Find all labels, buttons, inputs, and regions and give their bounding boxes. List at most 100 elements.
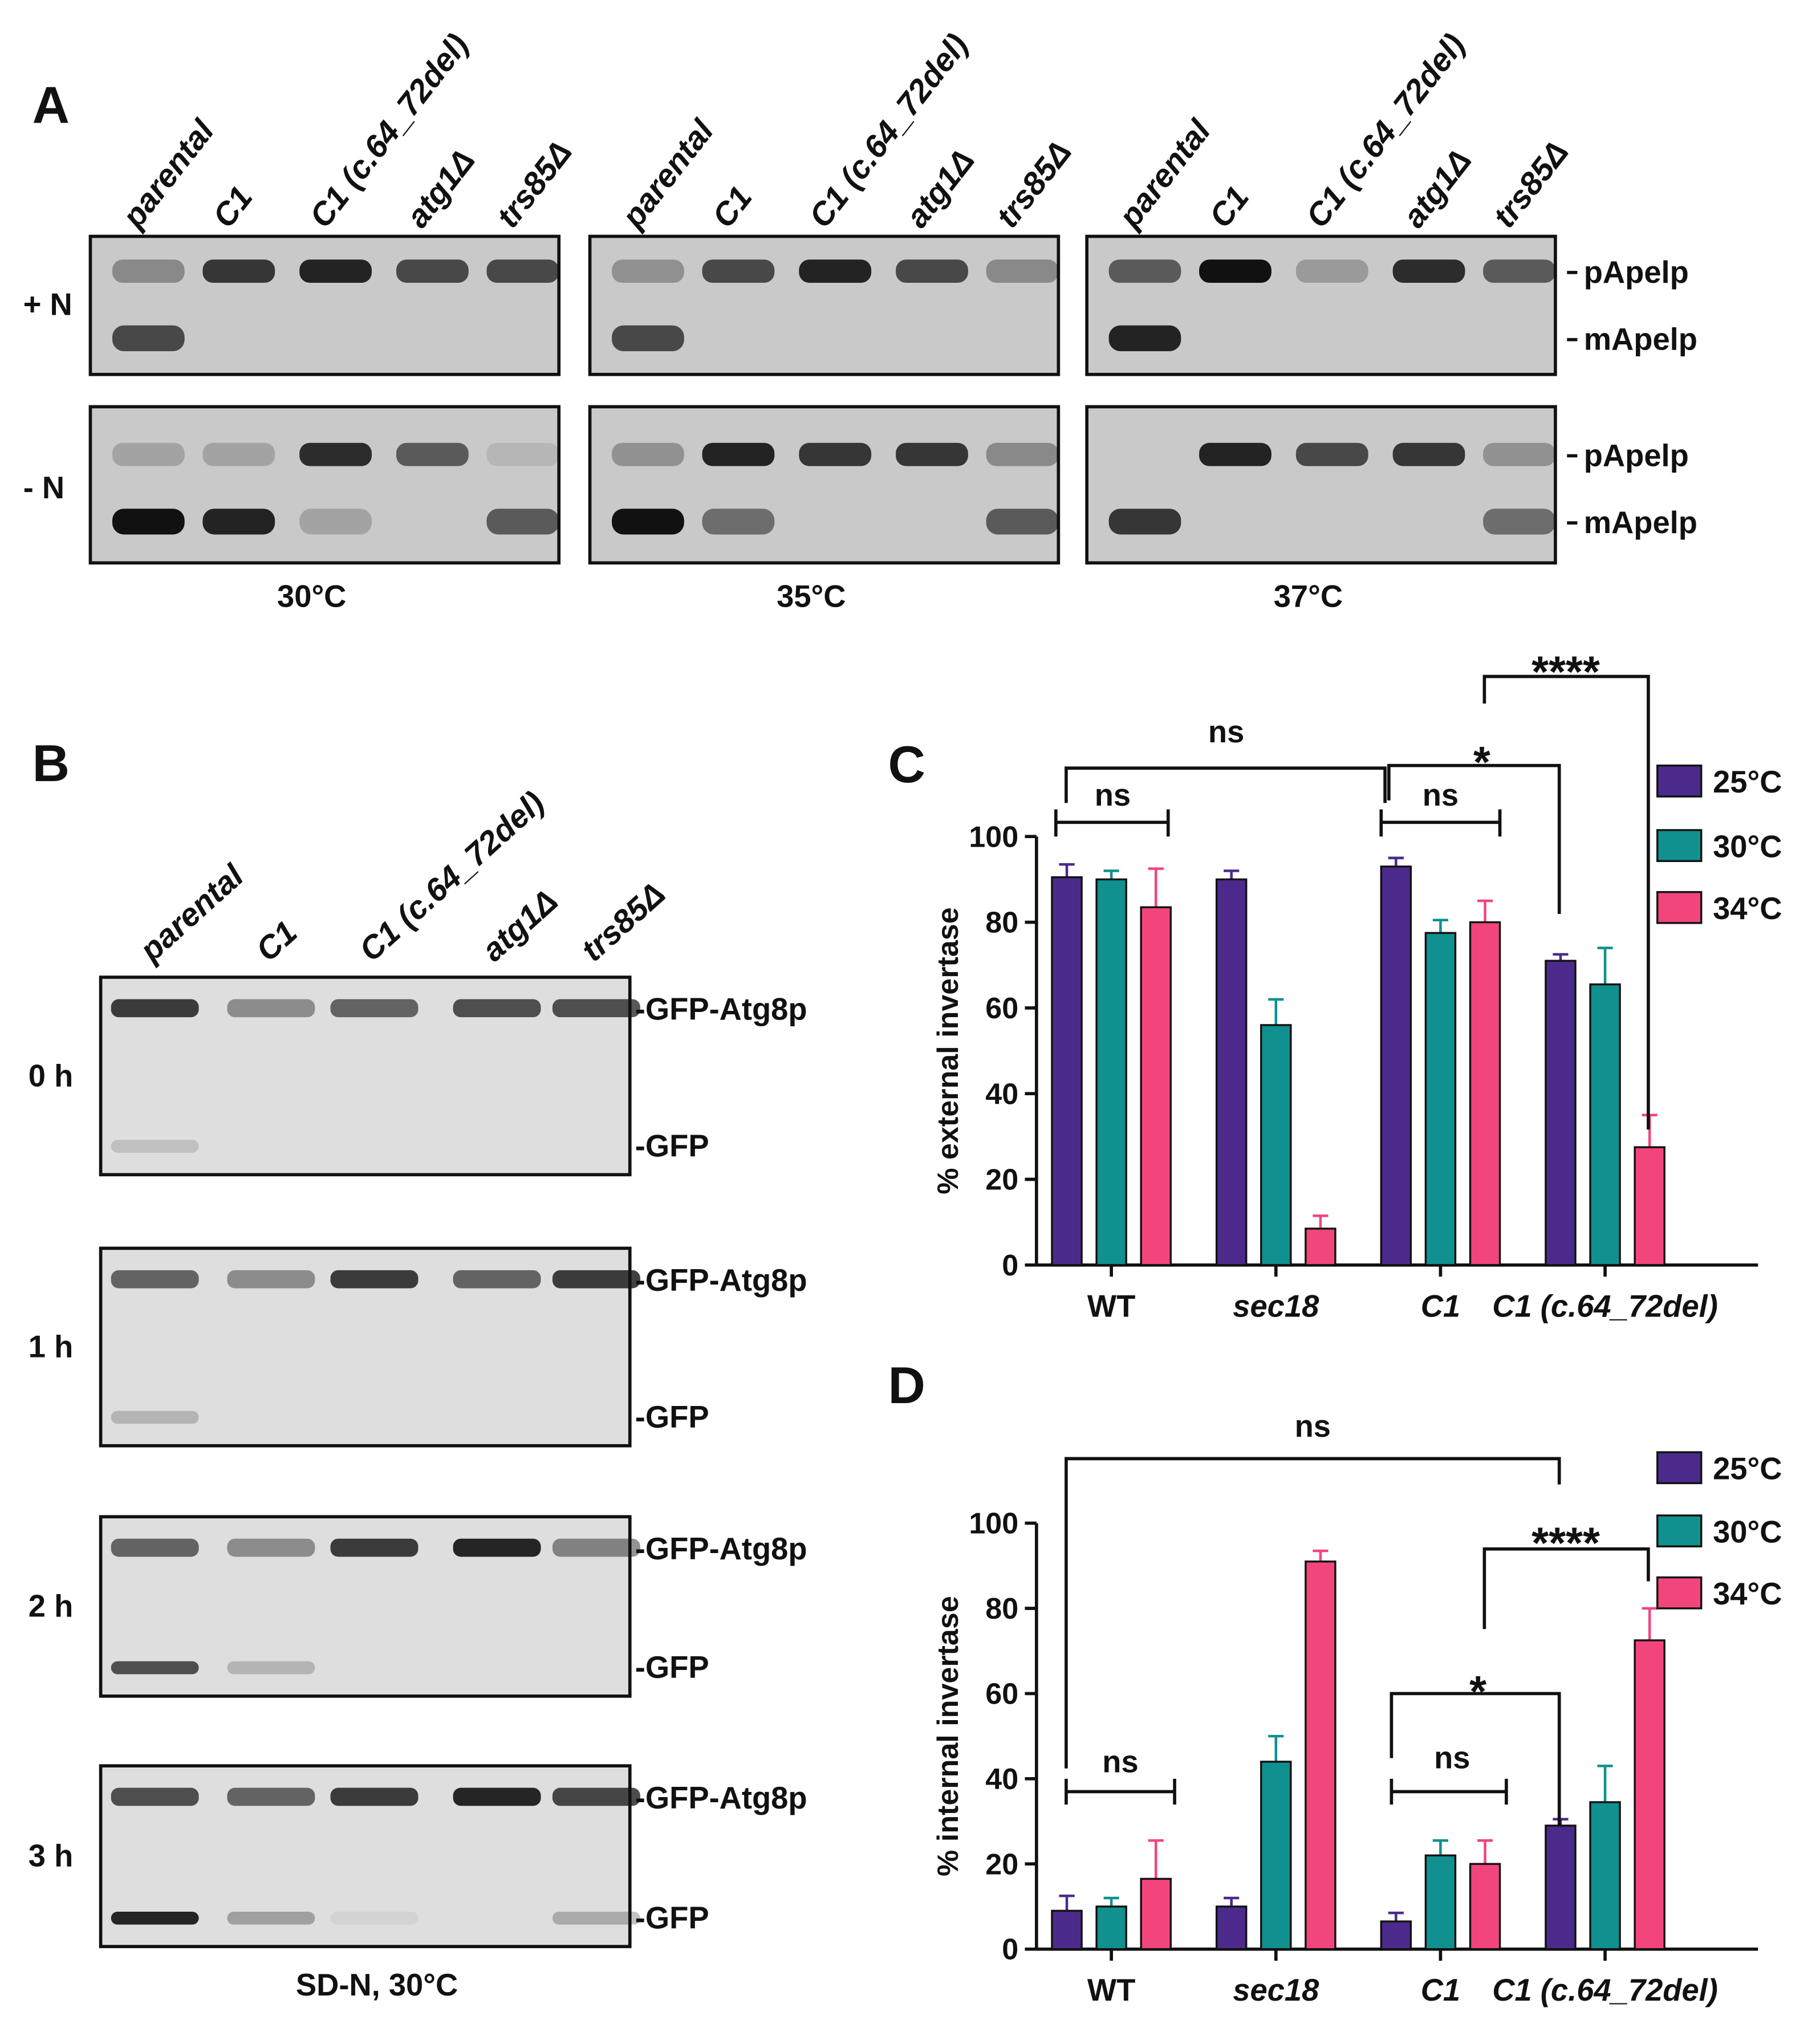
legend-label: 30°C <box>1713 1515 1782 1550</box>
band <box>986 259 1059 283</box>
lane-label: parental <box>115 112 221 235</box>
legend-swatch <box>1656 1576 1703 1610</box>
significance-label: **** <box>1531 1519 1600 1568</box>
legend-swatch <box>1656 891 1703 924</box>
band-label: -GFP <box>635 1400 709 1434</box>
bar <box>1380 865 1412 1266</box>
temperature-label: 30°C <box>277 579 346 613</box>
y-tick-label: 20 <box>985 1164 1018 1197</box>
band <box>111 1911 199 1925</box>
band-label: mApelp <box>1584 322 1697 357</box>
bar <box>1424 1854 1457 1950</box>
temperature-label: 37°C <box>1274 579 1343 613</box>
band <box>112 259 185 283</box>
band <box>1483 442 1555 466</box>
bar <box>1545 960 1577 1266</box>
band <box>396 259 469 283</box>
y-tick-label: 0 <box>1002 1249 1018 1282</box>
band <box>111 1538 199 1557</box>
y-tick-label: 100 <box>969 1507 1018 1541</box>
band-label: -GFP <box>635 1650 709 1685</box>
y-tick-label: 80 <box>985 907 1018 940</box>
band-label: pApelp <box>1584 438 1689 473</box>
band-label: mApelp <box>1584 505 1697 540</box>
legend-label: 25°C <box>1713 765 1782 799</box>
band <box>1199 442 1271 466</box>
bar <box>1095 878 1127 1266</box>
bar <box>1051 876 1083 1266</box>
x-tick-label: sec18 <box>1233 1973 1319 2007</box>
blot <box>88 234 561 376</box>
significance-bracket <box>1390 1692 1561 1827</box>
blot <box>588 405 1061 565</box>
row-label: + N <box>23 287 72 322</box>
band <box>111 1787 199 1806</box>
bar <box>1215 878 1248 1266</box>
panel-label: B <box>32 735 70 792</box>
x-tick-label: C1 <box>1421 1289 1460 1323</box>
bar <box>1215 1905 1248 1950</box>
band-label: pApelp <box>1584 255 1689 290</box>
bar <box>1634 1146 1665 1266</box>
band <box>799 442 872 466</box>
y-tick-label: 60 <box>985 1678 1018 1711</box>
blot <box>1085 234 1557 376</box>
band <box>702 442 775 466</box>
y-tick-label: 100 <box>969 820 1018 854</box>
band <box>486 509 559 535</box>
significance-label: * <box>1473 738 1490 787</box>
band <box>453 1270 541 1289</box>
band <box>299 509 372 535</box>
bar <box>1469 1863 1501 1950</box>
lane-label: trs85Δ <box>490 134 579 234</box>
y-tick-label: 80 <box>985 1592 1018 1625</box>
bar <box>1095 1905 1127 1950</box>
band <box>1295 259 1368 283</box>
band <box>330 1911 419 1925</box>
band <box>330 999 419 1018</box>
y-axis-label: % external invertase <box>932 907 965 1194</box>
panel-label: D <box>888 1357 925 1415</box>
band <box>202 442 275 466</box>
significance-label: ns <box>1295 1409 1331 1444</box>
lane-label: trs85Δ <box>574 875 672 968</box>
band <box>612 325 684 352</box>
row-label: - N <box>23 470 64 505</box>
significance-label: ns <box>1208 714 1244 749</box>
y-tick-label: 40 <box>985 1078 1018 1111</box>
band-label: -GFP-Atg8p <box>635 1263 807 1298</box>
significance-bracket <box>1065 766 1387 803</box>
band <box>453 1538 541 1557</box>
x-tick-label: C1 <box>1421 1973 1460 2007</box>
lane-label: atg1Δ <box>899 143 981 234</box>
band <box>552 999 640 1018</box>
band <box>111 1270 199 1289</box>
band <box>112 442 185 466</box>
bar <box>1051 1909 1083 1950</box>
band <box>612 259 684 283</box>
band <box>202 509 275 535</box>
band <box>227 1270 315 1289</box>
significance-label: ns <box>1095 778 1131 812</box>
band <box>896 259 968 283</box>
significance-label: ns <box>1434 1741 1470 1775</box>
blot <box>1085 405 1557 565</box>
significance-label: ns <box>1102 1745 1138 1779</box>
x-tick-label: WT <box>1087 1973 1135 2007</box>
band <box>299 442 372 466</box>
lane-label: atg1Δ <box>399 143 482 234</box>
lane-label: trs85Δ <box>1486 134 1575 234</box>
band <box>1483 509 1555 535</box>
significance-bracket <box>1054 809 1170 837</box>
band <box>552 1787 640 1806</box>
band <box>330 1270 419 1289</box>
panel-label: A <box>32 76 70 134</box>
legend-label: 34°C <box>1713 891 1782 926</box>
lane-label: atg1Δ <box>475 883 564 968</box>
bar <box>1260 1024 1292 1266</box>
bar <box>1589 1801 1621 1950</box>
significance-bracket <box>1065 1457 1561 1769</box>
significance-bracket <box>1387 763 1561 915</box>
band-label: -GFP <box>635 1900 709 1935</box>
band-label: -GFP <box>635 1129 709 1164</box>
